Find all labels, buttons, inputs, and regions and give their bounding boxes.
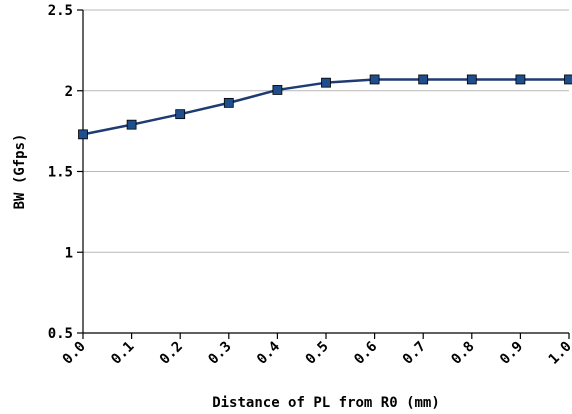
data-point — [126, 119, 137, 130]
y-tick-label: 1.5 — [48, 165, 73, 181]
gridlines — [83, 9, 569, 253]
y-axis-ticks: 0.5 1 1.5 2 2.5 — [48, 3, 83, 342]
data-point — [466, 74, 477, 85]
x-tick-label: 1.0 — [546, 339, 572, 368]
y-axis-title: BW (Gfps) — [12, 134, 28, 210]
x-tick-label: 0.4 — [254, 339, 283, 368]
data-point — [272, 85, 283, 95]
x-tick-label: 0.3 — [205, 339, 234, 368]
x-axis-ticks: 0.0 0.1 0.2 0.3 0.4 0.5 0.6 0.7 0.8 0.9 1.0 — [60, 333, 572, 368]
data-point — [321, 77, 331, 88]
data-point — [175, 109, 186, 120]
series-line — [82, 78, 569, 136]
x-tick-label: 0.1 — [108, 339, 137, 368]
data-point — [515, 74, 526, 85]
x-tick-label: 0.7 — [400, 339, 429, 368]
series-group — [78, 74, 572, 140]
x-tick-label: 0.0 — [60, 339, 89, 368]
x-axis-title: Distance of PL from R0 (mm) — [212, 395, 440, 411]
y-tick-label: 0.5 — [48, 326, 73, 342]
x-tick-label: 0.6 — [351, 339, 380, 368]
data-point — [78, 129, 88, 140]
y-tick-label: 2.5 — [48, 3, 73, 19]
data-point — [418, 74, 429, 85]
y-tick-label: 1 — [65, 245, 73, 261]
data-point — [223, 97, 234, 108]
x-tick-label: 0.5 — [303, 339, 332, 368]
x-tick-label: 0.2 — [157, 339, 186, 368]
x-tick-label: 0.9 — [497, 339, 526, 368]
y-tick-label: 2 — [65, 84, 73, 100]
data-point — [369, 74, 380, 85]
x-tick-label: 0.8 — [448, 339, 477, 368]
data-point — [564, 74, 572, 85]
